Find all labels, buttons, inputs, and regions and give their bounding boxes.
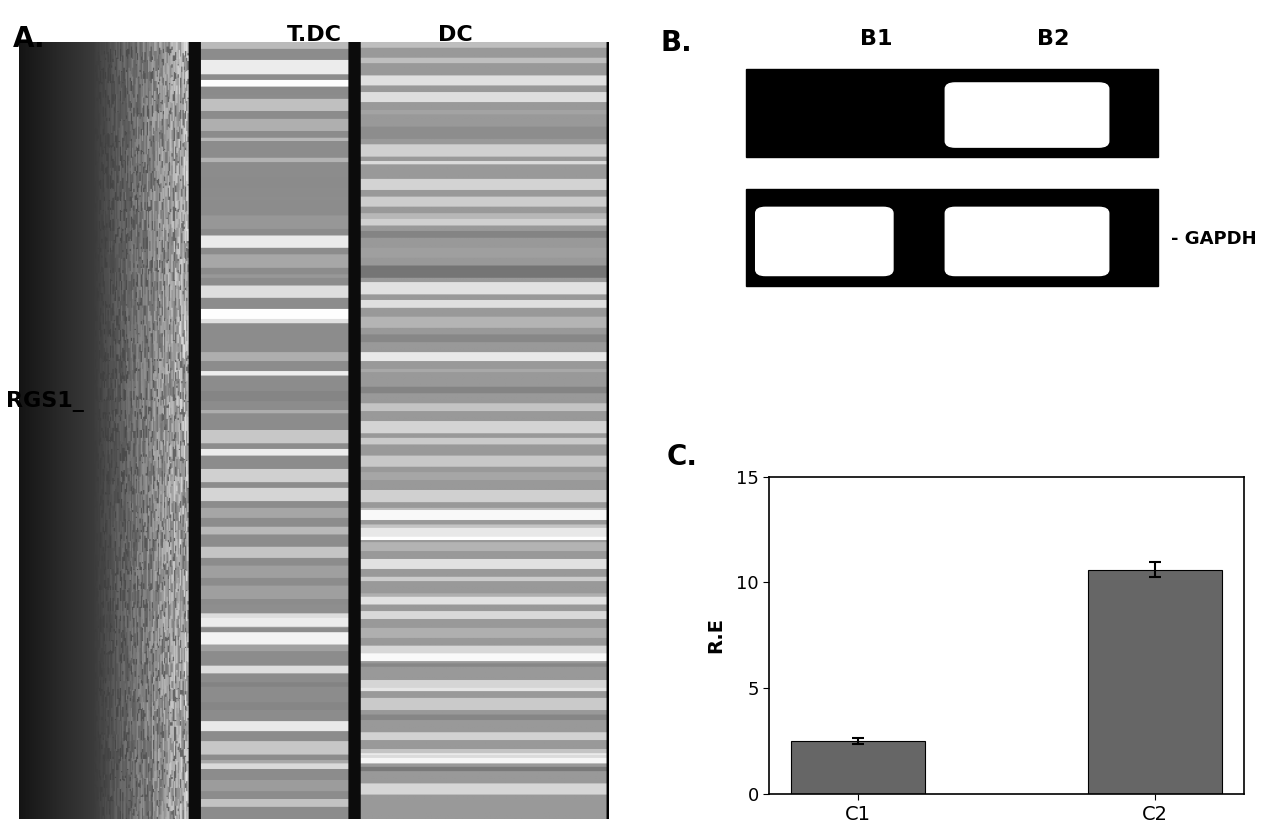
Text: - GAPDH: - GAPDH — [1170, 231, 1256, 248]
Text: C.: C. — [667, 443, 697, 471]
Bar — [746, 69, 1158, 157]
Text: A.: A. — [13, 25, 45, 53]
Bar — [791, 742, 924, 794]
Text: B1: B1 — [860, 28, 892, 48]
FancyBboxPatch shape — [755, 207, 894, 276]
Y-axis label: R.E: R.E — [706, 617, 724, 654]
Bar — [1088, 569, 1222, 794]
Text: T.DC: T.DC — [287, 25, 341, 45]
Bar — [746, 189, 1158, 286]
Text: DC: DC — [437, 25, 473, 45]
FancyBboxPatch shape — [945, 207, 1109, 276]
Text: B.: B. — [662, 28, 692, 57]
FancyBboxPatch shape — [945, 83, 1109, 147]
Text: RGS1_: RGS1_ — [6, 390, 85, 412]
Text: B2: B2 — [1037, 28, 1069, 48]
